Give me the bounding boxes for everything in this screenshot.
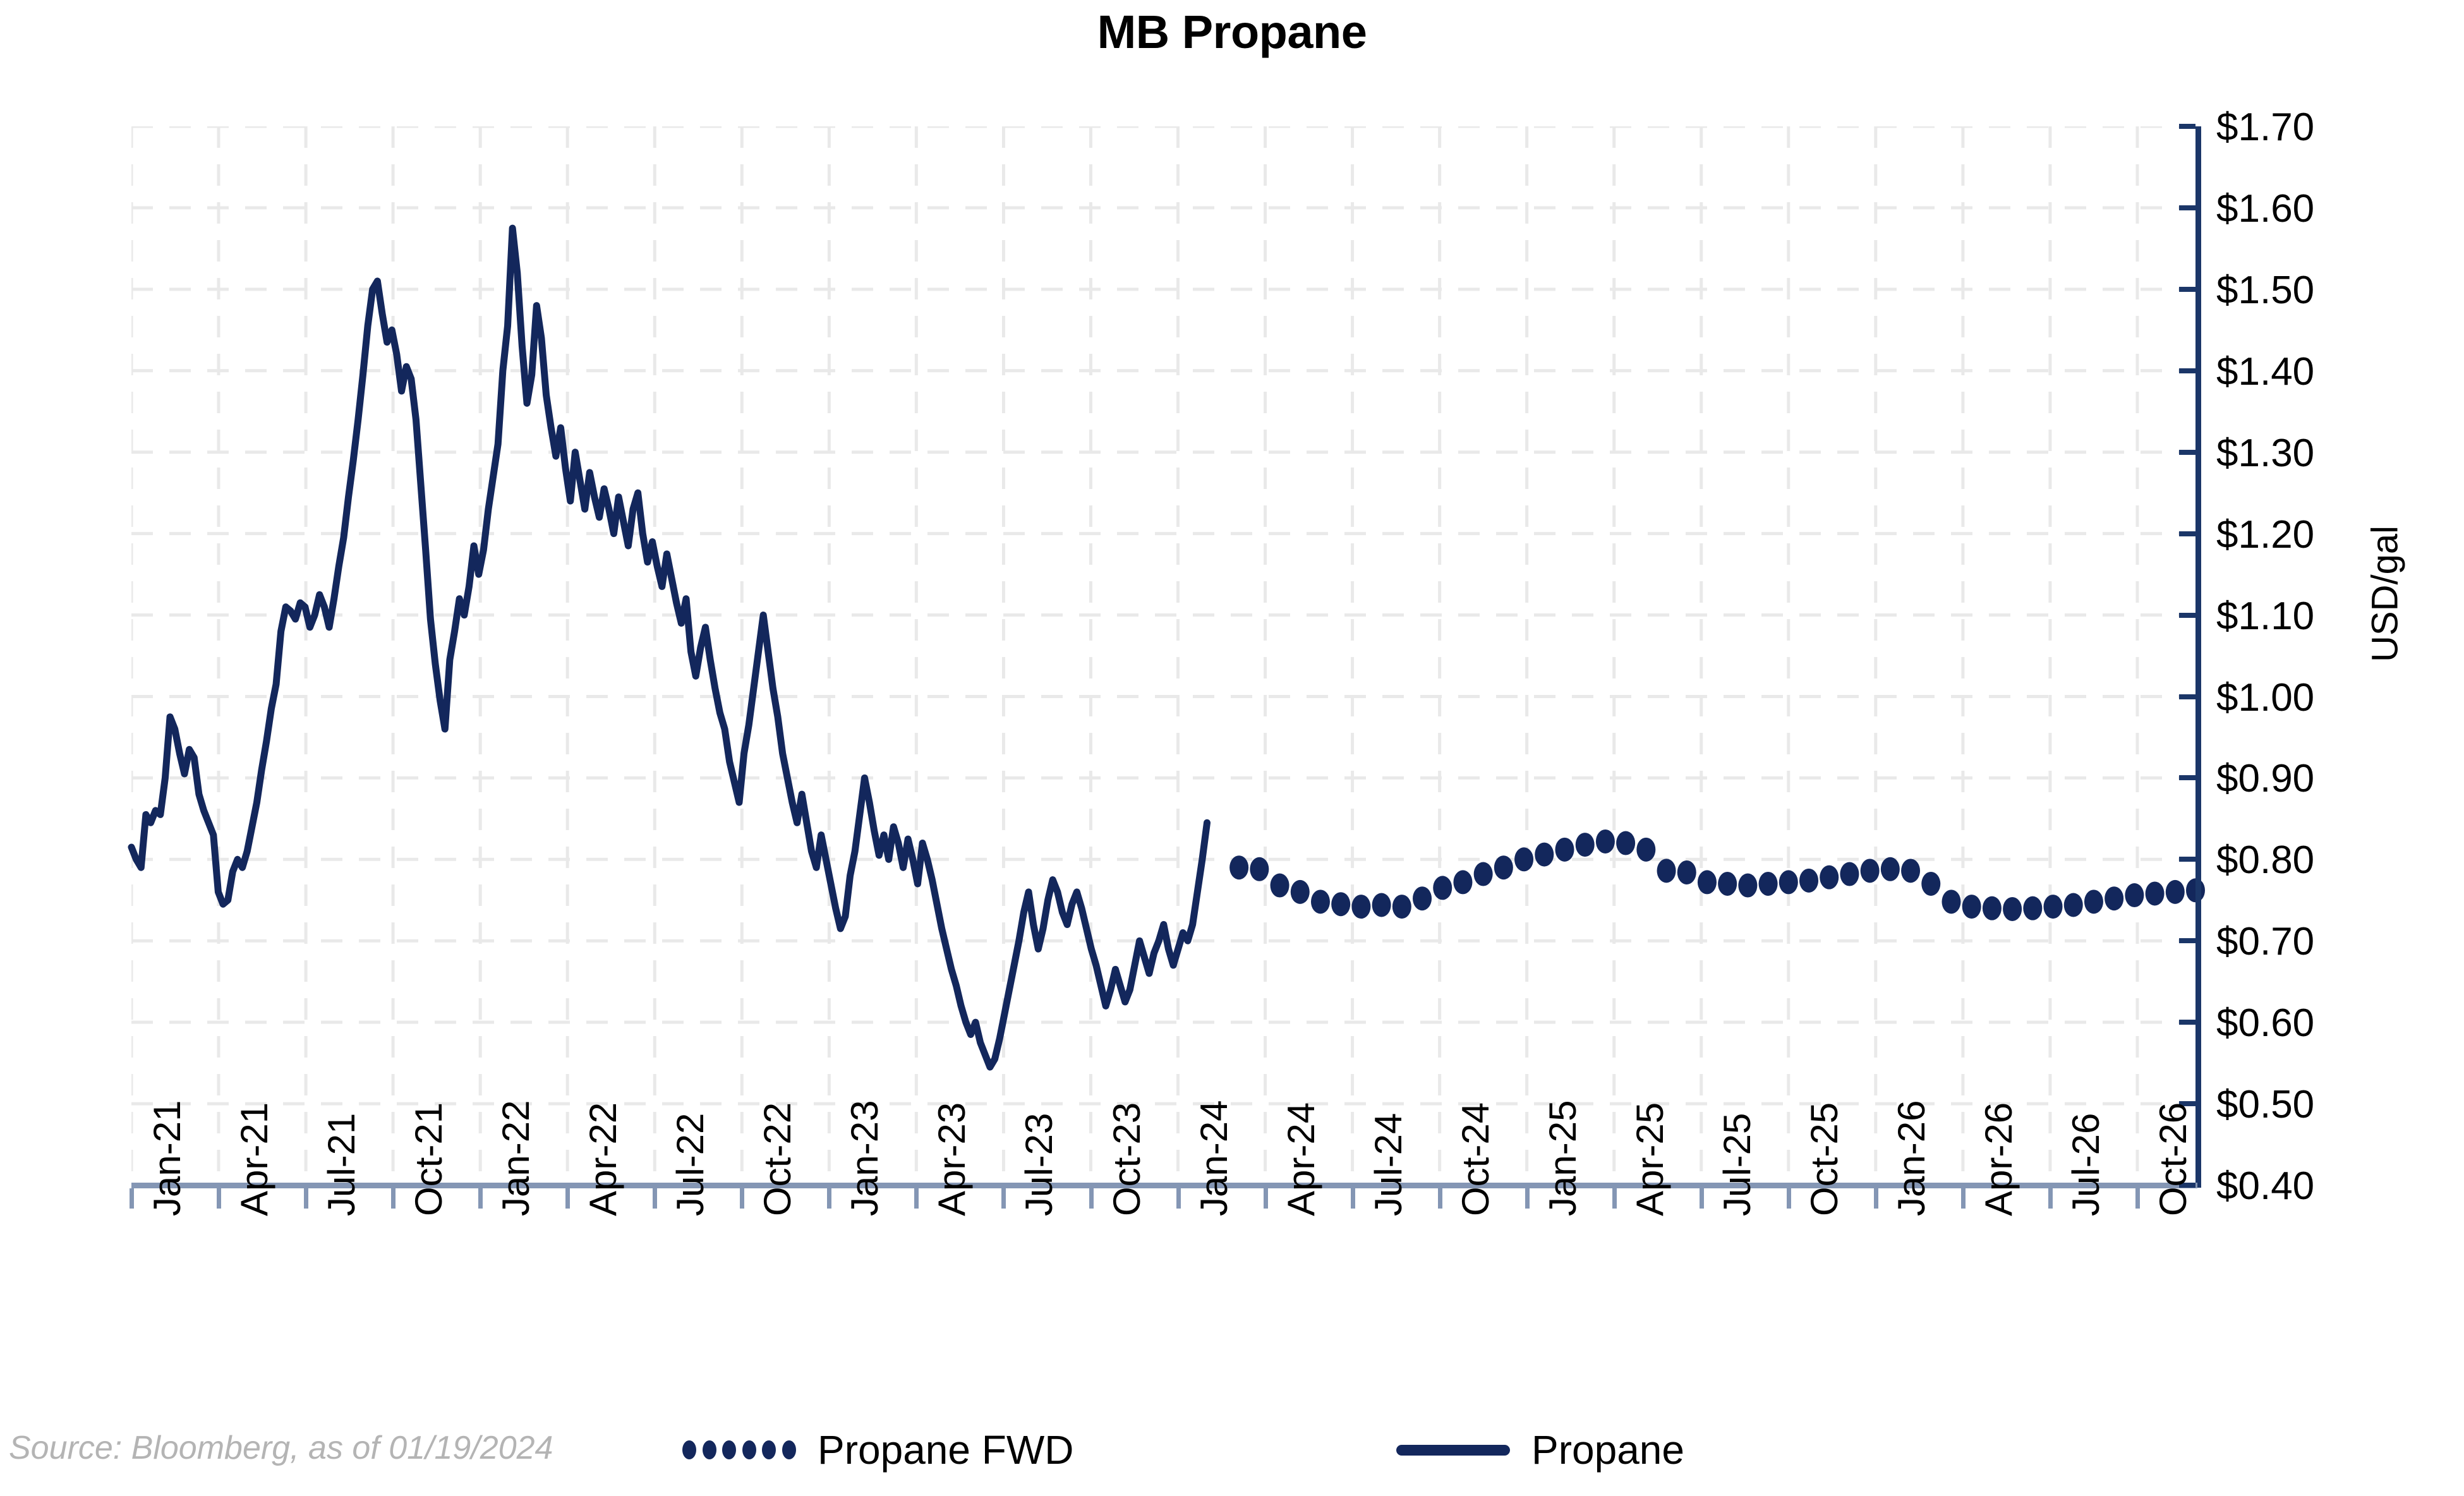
x-axis-tick [1176,1188,1181,1209]
x-axis-tick-label: Oct-22 [756,1102,799,1216]
y-axis-tick [2179,124,2195,129]
y-axis-tick-label: $1.10 [2216,594,2315,638]
y-axis-tick-label: $1.50 [2216,268,2315,312]
x-axis-tick [1263,1188,1268,1209]
y-axis-tick-label: $1.40 [2216,349,2315,394]
legend-item-propane[interactable]: Propane [1396,1415,1684,1485]
y-axis-tick [2179,1020,2195,1025]
x-axis-tick-label: Apr-25 [1628,1102,1671,1216]
dotted-line-icon [682,1440,796,1459]
x-axis-tick-label: Jul-23 [1018,1113,1061,1216]
chart-title: MB Propane [1097,6,1367,58]
x-axis-tick [217,1188,221,1209]
y-axis-tick [2179,368,2195,373]
solid-line-icon [1396,1444,1510,1456]
y-axis-tick [2179,857,2195,862]
x-axis-tick [1525,1188,1530,1209]
x-axis-tick-label: Jan-22 [495,1100,538,1216]
x-axis-tick-label: Jan-23 [843,1100,886,1216]
legend-label-propane-fwd: Propane FWD [818,1427,1074,1473]
x-axis-tick [478,1188,483,1209]
x-axis-tick-label: Jan-26 [1890,1100,1933,1216]
y-axis-tick [2179,1101,2195,1107]
chart-legend: Propane FWD Propane [682,1415,2009,1485]
x-axis-tick [1786,1188,1791,1209]
legend-label-propane: Propane [1531,1427,1684,1473]
y-axis-title: USD/gal [2364,526,2406,662]
y-axis-tick-label: $0.60 [2216,1001,2315,1046]
x-axis-tick-label: Jul-25 [1715,1113,1758,1216]
y-axis-tick-label: $1.30 [2216,431,2315,475]
x-axis-tick-label: Jul-21 [320,1113,363,1216]
x-axis-tick [1612,1188,1617,1209]
x-axis-tick [2135,1188,2140,1209]
y-axis-tick-label: $0.90 [2216,757,2315,801]
x-axis-tick-label: Oct-26 [2152,1102,2194,1216]
y-axis-tick [2179,531,2195,536]
series-plot [128,224,2205,1071]
x-axis-tick [740,1188,745,1209]
y-axis-tick-label: $1.70 [2216,106,2315,149]
x-axis-tick-label: Apr-24 [1279,1102,1322,1216]
x-axis-tick-label: Jan-25 [1541,1100,1584,1216]
y-axis-tick-label: $0.50 [2216,1083,2315,1127]
y-axis-tick-label: $1.00 [2216,675,2315,720]
x-axis-tick [2048,1188,2053,1209]
x-axis-tick-label: Oct-21 [408,1102,450,1216]
source-note: Source: Bloomberg, as of 01/19/2024 [9,1430,553,1466]
y-axis-tick [2179,286,2195,292]
y-axis-line [2195,126,2201,1188]
x-axis-tick-label: Jan-21 [146,1100,188,1216]
x-axis-tick [1960,1188,1966,1209]
x-axis-tick [1699,1188,1704,1209]
y-axis-tick-label: $0.80 [2216,838,2315,883]
x-axis-tick [1437,1188,1442,1209]
x-axis-tick [1089,1188,1094,1209]
y-axis-tick [2179,612,2195,618]
x-axis-tick [827,1188,832,1209]
y-axis-tick [2179,449,2195,455]
x-axis-tick [1001,1188,1006,1209]
x-axis-tick-label: Jul-26 [2064,1113,2107,1216]
x-axis-tick-label: Oct-23 [1105,1102,1148,1216]
y-axis-tick-label: $1.60 [2216,186,2315,231]
y-axis-tick [2179,694,2195,699]
x-axis-line [131,1183,2197,1188]
x-axis-tick [914,1188,919,1209]
x-axis-tick-label: Apr-22 [582,1102,625,1216]
x-axis-tick [653,1188,658,1209]
x-axis-tick [565,1188,571,1209]
x-axis-tick [304,1188,309,1209]
y-axis-tick [2179,938,2195,944]
x-axis-tick-label: Jul-24 [1367,1113,1410,1216]
grid-lines [131,126,2195,1185]
x-axis-tick-label: Apr-26 [1977,1102,2020,1216]
x-axis-tick [1350,1188,1355,1209]
x-axis-tick-label: Oct-25 [1803,1102,1845,1216]
y-axis-tick [2179,205,2195,210]
x-axis-tick-label: Oct-24 [1454,1102,1497,1216]
x-axis-tick [391,1188,396,1209]
x-axis-tick-label: Apr-23 [931,1102,974,1216]
y-axis-tick-label: $1.20 [2216,512,2315,557]
x-axis-tick [1873,1188,1878,1209]
x-axis-tick [130,1188,134,1209]
x-axis-tick-label: Jan-24 [1192,1100,1235,1216]
y-axis-tick-label: $0.40 [2216,1164,2315,1208]
y-axis-tick-label: $0.70 [2216,920,2315,964]
x-axis-tick-label: Jul-22 [669,1113,712,1216]
y-axis-tick [2179,1183,2195,1188]
y-axis-tick [2179,775,2195,781]
x-axis-tick-label: Apr-21 [233,1102,275,1216]
plot-area [128,126,2205,1185]
legend-item-propane-fwd[interactable]: Propane FWD [682,1415,1073,1485]
